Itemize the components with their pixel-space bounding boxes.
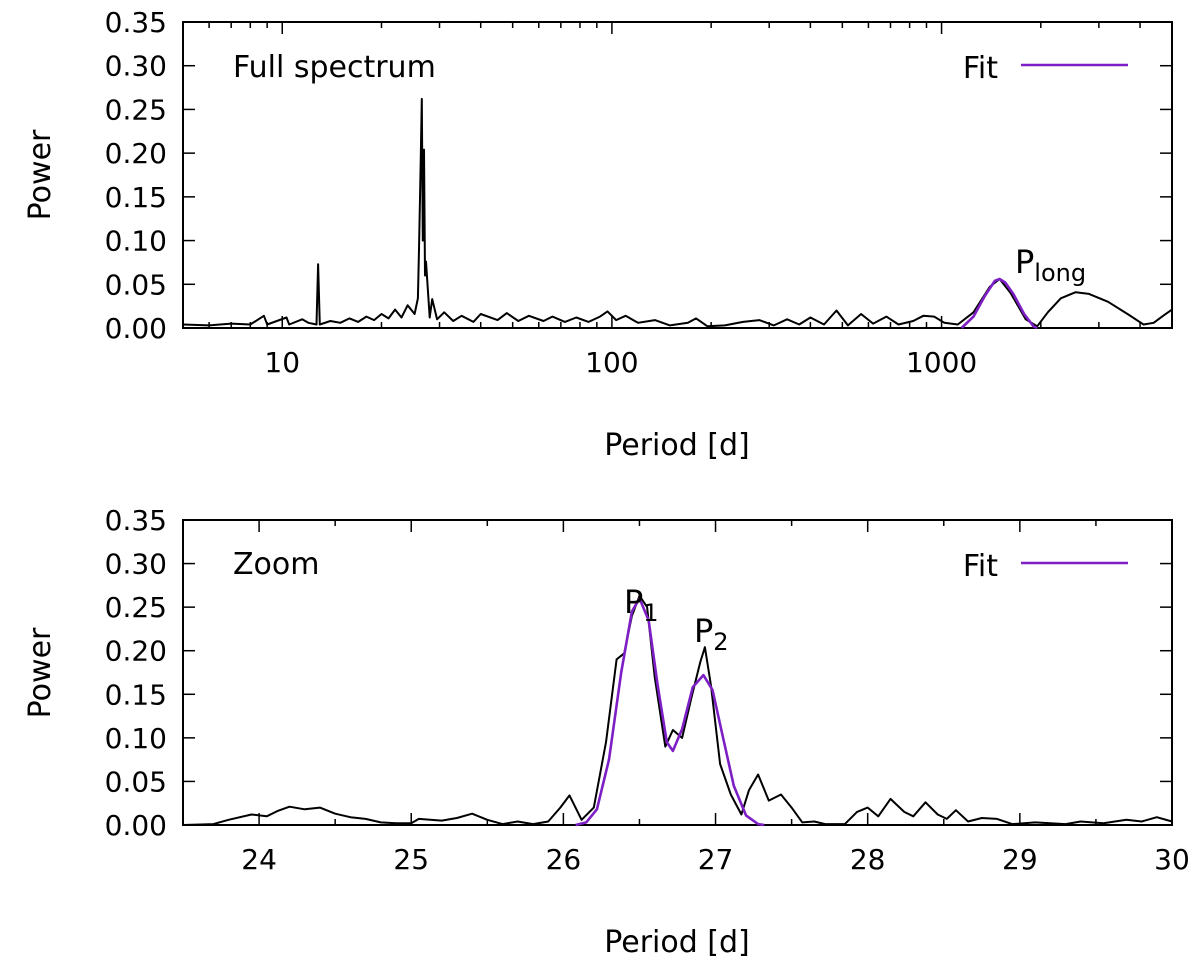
bottom-x-tick-label: 28	[850, 843, 886, 876]
bottom-series-fit-line	[575, 597, 765, 827]
top-y-tick-label: 0.15	[105, 181, 167, 214]
bottom-y-tick-label: 0.15	[105, 678, 167, 711]
p2-main: P	[694, 612, 713, 650]
top-y-tick-label: 0.05	[105, 268, 167, 301]
bottom-y-tick-label: 0.00	[105, 809, 167, 842]
bottom-y-tick-label: 0.35	[105, 504, 167, 537]
p1-main: P	[624, 583, 643, 621]
bottom-series-data-line	[182, 594, 1173, 826]
plong-sub: long	[1034, 259, 1086, 287]
top-y-tick-label: 0.25	[105, 93, 167, 126]
bottom-plot-frame	[182, 519, 1173, 826]
bottom-y-tick-label: 0.30	[105, 548, 167, 581]
bottom-y-tick-label: 0.20	[105, 635, 167, 668]
plong-main: P	[1015, 243, 1034, 281]
top-x-axis-title: Period [d]	[604, 428, 750, 463]
top-series-group	[182, 97, 1173, 330]
top-y-tick-label: 0.20	[105, 137, 167, 170]
top-panel-annotation: Full spectrum	[233, 50, 436, 85]
bottom-x-tick-label: 29	[1002, 843, 1038, 876]
bottom-panel: 0.00 0.05 0.10 0.15 0.20 0.25 0.30 0.35 24 25 26 27…	[23, 504, 1190, 960]
top-panel: 0.00 0.05 0.10 0.15 0.20 0.25 0.30 0.35 10 100 100…	[23, 6, 1173, 463]
top-y-tick-label: 0.10	[105, 225, 167, 258]
bottom-panel-annotation: Zoom	[233, 547, 319, 582]
top-x-tick-label: 100	[585, 346, 638, 379]
top-y-tick-label: 0.30	[105, 50, 167, 83]
bottom-y-tick-label: 0.10	[105, 722, 167, 755]
top-legend-label: Fit	[963, 51, 998, 86]
top-peak-label-plong: Plong	[1015, 243, 1086, 287]
top-x-tick-label: 10	[264, 346, 300, 379]
p1-sub: 1	[643, 599, 658, 627]
bottom-peak-label-p2: P2	[694, 612, 729, 656]
bottom-x-tick-label: 27	[698, 843, 734, 876]
bottom-x-tick-label: 26	[546, 843, 582, 876]
p2-sub: 2	[713, 628, 728, 656]
top-axis-ticks: 0.00 0.05 0.10 0.15 0.20 0.25 0.30 0.35 10 100 100…	[105, 6, 1173, 379]
bottom-y-tick-label: 0.05	[105, 765, 167, 798]
bottom-x-axis-title: Period [d]	[604, 925, 750, 960]
top-x-tick-label: 1000	[906, 346, 977, 379]
top-y-tick-label: 0.00	[105, 312, 167, 345]
bottom-series-group	[182, 594, 1173, 827]
top-y-tick-label: 0.35	[105, 6, 167, 39]
bottom-legend-label: Fit	[963, 549, 998, 584]
bottom-x-tick-label: 25	[393, 843, 429, 876]
bottom-y-tick-label: 0.25	[105, 591, 167, 624]
bottom-x-tick-label: 24	[241, 843, 277, 876]
bottom-peak-label-p1: P1	[624, 583, 659, 627]
top-plot-frame	[182, 21, 1173, 329]
top-y-axis-title: Power	[23, 129, 58, 220]
top-series-data-line	[182, 97, 1173, 328]
bottom-x-tick-label: 30	[1154, 843, 1190, 876]
bottom-axis-ticks: 0.00 0.05 0.10 0.15 0.20 0.25 0.30 0.35 24 25 26 27…	[105, 504, 1190, 876]
top-series-fit-line	[960, 277, 1038, 330]
bottom-y-axis-title: Power	[23, 627, 58, 718]
